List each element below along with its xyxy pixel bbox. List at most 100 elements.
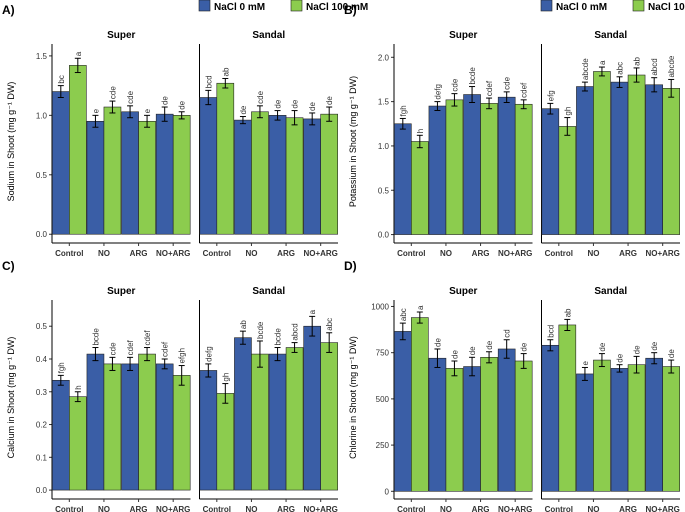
significance-letter: fgh xyxy=(399,105,408,116)
error-bar xyxy=(239,116,246,125)
bar xyxy=(662,88,680,235)
error-bar xyxy=(127,105,134,119)
error-bar xyxy=(205,89,212,106)
x-tick-label: NO xyxy=(245,249,257,258)
significance-letter: bcde xyxy=(256,321,265,339)
error-bar xyxy=(616,76,623,88)
error-bar xyxy=(486,97,493,110)
error-bar xyxy=(416,134,423,149)
bar xyxy=(558,126,577,235)
panel-label: B) xyxy=(344,3,357,17)
bar xyxy=(285,117,304,235)
panel-label: D) xyxy=(344,259,357,273)
error-bar xyxy=(74,391,81,403)
significance-letter: abc xyxy=(616,62,625,75)
bar xyxy=(463,366,481,492)
x-tick-label: NO xyxy=(98,505,110,512)
facet-title: Sandal xyxy=(594,286,627,297)
bar xyxy=(103,363,122,491)
bar xyxy=(645,84,663,235)
bar xyxy=(480,356,498,492)
error-bar xyxy=(291,342,298,353)
facet-title: Super xyxy=(107,30,135,41)
significance-letter: de xyxy=(433,338,442,347)
bar xyxy=(199,97,218,235)
error-bar xyxy=(399,117,406,130)
bar xyxy=(303,118,321,235)
x-tick-label: NO+ARG xyxy=(498,249,532,258)
bar xyxy=(121,363,139,491)
significance-letter: efg xyxy=(546,90,555,101)
bar xyxy=(216,393,235,491)
x-tick-label: ARG xyxy=(472,249,490,258)
x-tick-label: NO xyxy=(98,249,110,258)
panel-label: C) xyxy=(2,259,15,273)
bar xyxy=(610,81,629,235)
x-tick-label: Control xyxy=(55,249,83,258)
significance-letter: cdef xyxy=(520,82,529,98)
error-bar xyxy=(598,353,605,368)
significance-letter: e xyxy=(581,360,590,365)
significance-letter: de xyxy=(161,96,170,105)
significance-letter: ab xyxy=(221,67,230,76)
x-tick-label: ARG xyxy=(619,505,637,512)
error-bar xyxy=(178,365,185,386)
error-bar xyxy=(57,85,64,99)
error-bar xyxy=(581,366,588,381)
significance-letter: e xyxy=(143,108,152,113)
error-bar xyxy=(651,352,658,365)
error-bar xyxy=(309,112,316,126)
error-bar xyxy=(486,351,493,364)
significance-letter: cd xyxy=(503,329,512,337)
bar xyxy=(268,353,287,491)
error-bar xyxy=(205,363,212,378)
error-bar xyxy=(434,101,441,111)
y-tick-label: 0.5 xyxy=(36,322,48,331)
error-bar xyxy=(547,102,554,115)
facet-title: Super xyxy=(449,286,477,297)
bar xyxy=(541,108,560,235)
bar xyxy=(497,96,516,235)
x-tick-label: NO xyxy=(245,505,257,512)
significance-letter: bcde xyxy=(91,328,100,346)
y-tick-label: 0.4 xyxy=(36,355,48,364)
y-axis-label: Chlorine in Shoot (mg g⁻¹ DW) xyxy=(348,336,358,459)
bar xyxy=(86,120,105,235)
error-bar xyxy=(668,78,675,98)
significance-letter: a xyxy=(74,51,83,56)
y-tick-label: 0.2 xyxy=(36,421,48,430)
facet-title: Super xyxy=(449,30,477,41)
x-tick-label: NO xyxy=(587,249,599,258)
significance-letter: de xyxy=(598,342,607,351)
significance-letter: gh xyxy=(563,107,572,116)
error-bar xyxy=(109,356,116,371)
significance-letter: e xyxy=(91,108,100,113)
bar xyxy=(303,325,321,491)
significance-letter: cdef xyxy=(143,330,152,346)
error-bar xyxy=(222,77,229,89)
error-bar xyxy=(161,358,168,370)
bar xyxy=(514,103,533,235)
significance-letter: de xyxy=(325,96,334,105)
y-tick-label: 0.0 xyxy=(36,230,48,239)
bar xyxy=(155,113,174,235)
error-bar xyxy=(161,106,168,122)
error-bar xyxy=(399,322,406,341)
panel: D) Chlorine in Shoot (mg g⁻¹ DW) 0 250 500 75… xyxy=(344,259,680,512)
error-bar xyxy=(326,106,333,122)
error-bar xyxy=(633,67,640,83)
significance-letter: bcde xyxy=(274,328,283,346)
significance-letter: bcd xyxy=(546,325,555,338)
error-bar xyxy=(416,311,423,324)
error-bar xyxy=(547,339,554,352)
bar xyxy=(576,86,594,235)
bar xyxy=(428,357,447,492)
legend-label: NaCl 0 mM xyxy=(556,2,607,13)
error-bar xyxy=(434,348,441,368)
significance-letter: abcde xyxy=(667,55,676,77)
bar xyxy=(445,99,464,235)
significance-letter: de xyxy=(616,353,625,362)
x-tick-label: NO xyxy=(440,249,452,258)
error-bar xyxy=(144,114,151,128)
